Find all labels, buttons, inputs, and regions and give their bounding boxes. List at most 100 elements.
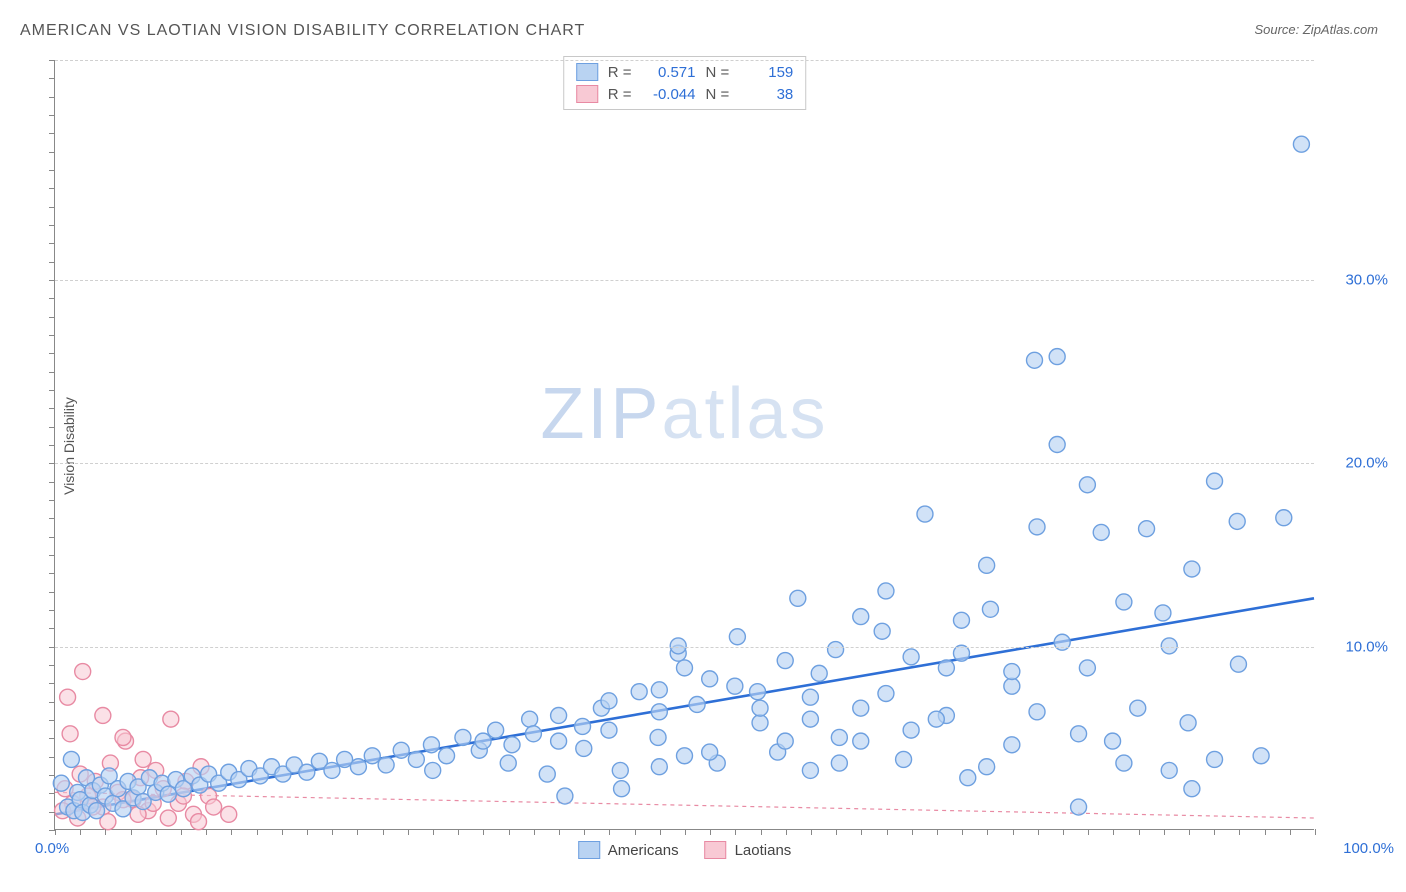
swatch-americans bbox=[576, 63, 598, 81]
point-americans bbox=[831, 755, 847, 771]
x-tick bbox=[861, 829, 862, 835]
x-tick bbox=[937, 829, 938, 835]
x-tick bbox=[131, 829, 132, 835]
point-laotians bbox=[135, 751, 151, 767]
point-americans bbox=[702, 744, 718, 760]
point-americans bbox=[1029, 519, 1045, 535]
y-tick bbox=[49, 555, 55, 556]
series-legend: Americans Laotians bbox=[578, 841, 792, 859]
point-americans bbox=[727, 678, 743, 694]
point-americans bbox=[378, 757, 394, 773]
point-americans bbox=[802, 762, 818, 778]
point-americans bbox=[1079, 660, 1095, 676]
x-tick bbox=[383, 829, 384, 835]
x-tick bbox=[257, 829, 258, 835]
point-laotians bbox=[191, 814, 207, 830]
y-tick bbox=[49, 97, 55, 98]
point-americans bbox=[408, 751, 424, 767]
point-americans bbox=[917, 506, 933, 522]
x-tick bbox=[408, 829, 409, 835]
point-americans bbox=[1230, 656, 1246, 672]
y-tick bbox=[49, 188, 55, 189]
point-americans bbox=[982, 601, 998, 617]
y-tick bbox=[49, 408, 55, 409]
x-tick bbox=[786, 829, 787, 835]
x-tick-min: 0.0% bbox=[35, 840, 69, 857]
x-tick bbox=[735, 829, 736, 835]
point-americans bbox=[777, 653, 793, 669]
y-tick bbox=[49, 518, 55, 519]
n-value-laotians: 38 bbox=[739, 86, 793, 103]
r-prefix: R = bbox=[608, 64, 632, 81]
x-tick bbox=[1189, 829, 1190, 835]
point-americans bbox=[1276, 510, 1292, 526]
x-tick bbox=[1088, 829, 1089, 835]
point-laotians bbox=[95, 707, 111, 723]
y-tick bbox=[49, 610, 55, 611]
point-americans bbox=[439, 748, 455, 764]
y-tick bbox=[49, 537, 55, 538]
point-americans bbox=[650, 729, 666, 745]
y-tick bbox=[49, 317, 55, 318]
y-tick bbox=[49, 463, 55, 464]
point-americans bbox=[1253, 748, 1269, 764]
point-americans bbox=[425, 762, 441, 778]
x-tick bbox=[987, 829, 988, 835]
y-tick bbox=[49, 757, 55, 758]
x-tick bbox=[660, 829, 661, 835]
point-americans bbox=[1293, 136, 1309, 152]
point-americans bbox=[878, 686, 894, 702]
stats-legend: R = 0.571 N = 159 R = -0.044 N = 38 bbox=[563, 56, 807, 110]
point-laotians bbox=[160, 810, 176, 826]
y-tick bbox=[49, 133, 55, 134]
point-laotians bbox=[62, 726, 78, 742]
stats-row-americans: R = 0.571 N = 159 bbox=[576, 61, 794, 83]
x-tick bbox=[685, 829, 686, 835]
point-americans bbox=[1049, 437, 1065, 453]
point-americans bbox=[350, 759, 366, 775]
gridline bbox=[55, 60, 1314, 61]
gridline bbox=[55, 647, 1314, 648]
swatch-laotians-bottom bbox=[705, 841, 727, 859]
y-tick bbox=[49, 702, 55, 703]
x-tick bbox=[912, 829, 913, 835]
point-americans bbox=[1027, 352, 1043, 368]
stats-row-laotians: R = -0.044 N = 38 bbox=[576, 83, 794, 105]
x-tick bbox=[761, 829, 762, 835]
x-tick bbox=[332, 829, 333, 835]
y-tick bbox=[49, 225, 55, 226]
y-tick bbox=[49, 335, 55, 336]
r-value-laotians: -0.044 bbox=[642, 86, 696, 103]
point-americans bbox=[551, 733, 567, 749]
gridline bbox=[55, 463, 1314, 464]
point-americans bbox=[89, 803, 105, 819]
point-americans bbox=[1116, 594, 1132, 610]
x-tick bbox=[584, 829, 585, 835]
point-americans bbox=[63, 751, 79, 767]
point-americans bbox=[324, 762, 340, 778]
y-tick bbox=[49, 647, 55, 648]
x-tick bbox=[962, 829, 963, 835]
x-tick bbox=[105, 829, 106, 835]
swatch-laotians bbox=[576, 85, 598, 103]
point-americans bbox=[677, 660, 693, 676]
y-tick bbox=[49, 78, 55, 79]
point-americans bbox=[631, 684, 647, 700]
x-tick bbox=[206, 829, 207, 835]
point-laotians bbox=[115, 729, 131, 745]
y-tick bbox=[49, 60, 55, 61]
x-tick bbox=[181, 829, 182, 835]
point-americans bbox=[1180, 715, 1196, 731]
point-americans bbox=[677, 748, 693, 764]
legend-item-laotians: Laotians bbox=[705, 841, 792, 859]
y-tick bbox=[49, 243, 55, 244]
point-americans bbox=[874, 623, 890, 639]
y-tick-label: 30.0% bbox=[1345, 272, 1388, 289]
point-americans bbox=[364, 748, 380, 764]
x-tick bbox=[357, 829, 358, 835]
y-tick bbox=[49, 592, 55, 593]
point-americans bbox=[423, 737, 439, 753]
point-laotians bbox=[60, 689, 76, 705]
point-americans bbox=[575, 718, 591, 734]
point-laotians bbox=[75, 664, 91, 680]
